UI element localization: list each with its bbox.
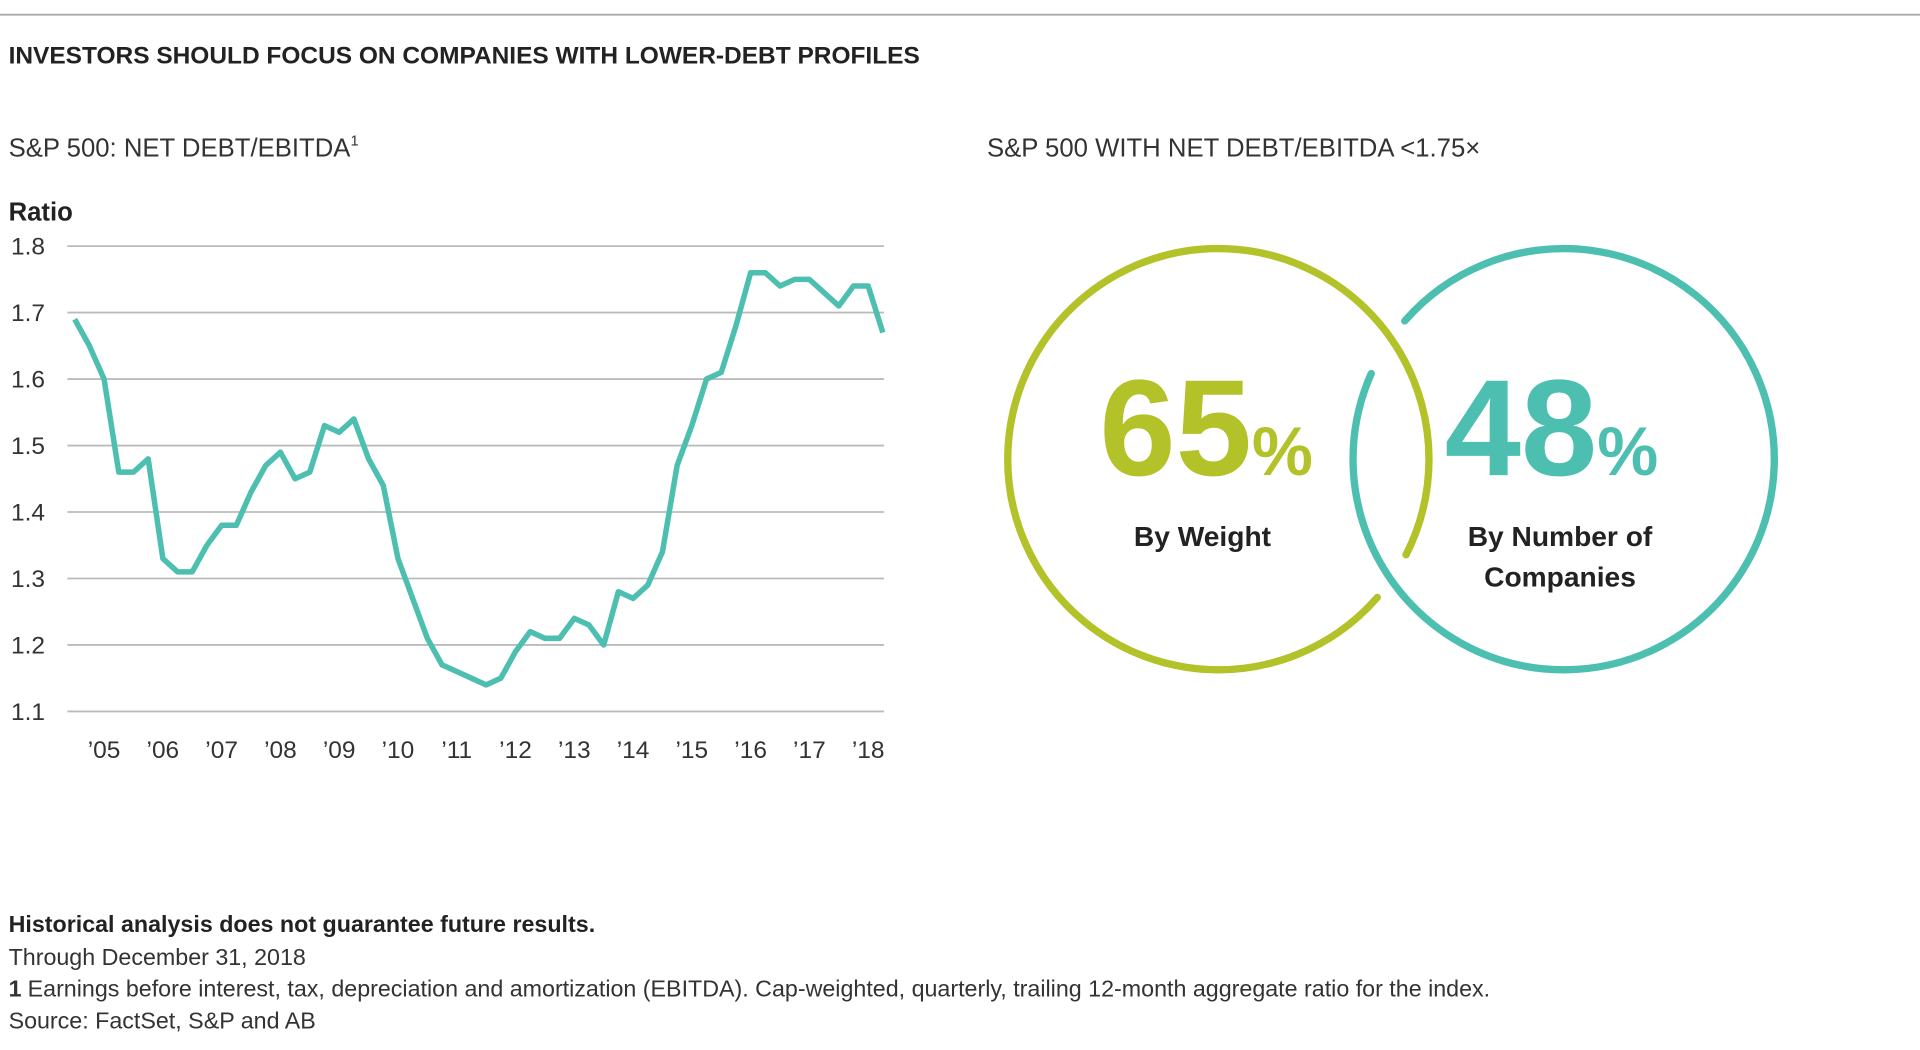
source: Source: FactSet, S&P and AB	[9, 1008, 316, 1034]
percent-digits: 65	[1099, 352, 1252, 505]
chart-title-text: S&P 500: NET DEBT/EBITDA	[9, 135, 352, 163]
x-tick-label: ’09	[323, 737, 356, 764]
percent-label: 65%	[1099, 352, 1313, 505]
x-tick-label: ’14	[617, 737, 650, 764]
category-label-line: By Number of	[1468, 521, 1653, 552]
chart-title: S&P 500 WITH NET DEBT/EBITDA <1.75×	[987, 135, 1480, 163]
x-tick-label: ’17	[793, 737, 826, 764]
footnote-marker: 1	[350, 134, 358, 150]
category-label: By Weight	[1134, 521, 1272, 552]
x-tick-label: ’06	[147, 737, 180, 764]
y-tick-label: 1.3	[11, 566, 45, 593]
footnote: 1 Earnings before interest, tax, deprecia…	[9, 976, 1491, 1002]
x-tick-label: ’12	[499, 737, 532, 764]
y-tick-label: 1.6	[11, 367, 45, 394]
x-tick-label: ’13	[558, 737, 591, 764]
x-tick-label: ’10	[382, 737, 415, 764]
footnote-text: Earnings before interest, tax, depreciat…	[28, 976, 1491, 1002]
page-title: INVESTORS SHOULD FOCUS ON COMPANIES WITH…	[9, 43, 920, 70]
x-tick-label: ’05	[88, 737, 121, 764]
x-tick-label: ’07	[205, 737, 238, 764]
category-label: By Number of Companies	[1468, 521, 1653, 592]
x-tick-label: ’15	[676, 737, 709, 764]
category-label-line: Companies	[1484, 562, 1636, 593]
y-tick-label: 1.2	[11, 633, 45, 660]
y-tick-label: 1.5	[11, 433, 45, 460]
y-tick-label: 1.8	[11, 234, 45, 261]
disclaimer: Historical analysis does not guarantee f…	[9, 911, 596, 937]
percent-digits: 48	[1445, 352, 1598, 505]
data-line	[72, 269, 886, 688]
percent-sign: %	[1252, 413, 1313, 490]
percent-sign: %	[1597, 413, 1658, 490]
x-tick-label: ’11	[441, 737, 472, 764]
ring	[1349, 244, 1778, 674]
footnote-marker: 1	[9, 976, 22, 1002]
chart-title: S&P 500: NET DEBT/EBITDA1	[9, 134, 359, 163]
date-note: Through December 31, 2018	[9, 944, 306, 970]
y-tick-label: 1.4	[11, 500, 45, 527]
percent-label: 48%	[1445, 352, 1659, 505]
y-tick-label: 1.1	[11, 699, 45, 726]
x-tick-label: ’18	[852, 737, 885, 764]
ring	[1004, 244, 1433, 674]
y-axis-label: Ratio	[9, 198, 73, 226]
y-tick-label: 1.7	[11, 300, 45, 327]
x-tick-label: ’16	[734, 737, 767, 764]
x-tick-label: ’08	[264, 737, 297, 764]
